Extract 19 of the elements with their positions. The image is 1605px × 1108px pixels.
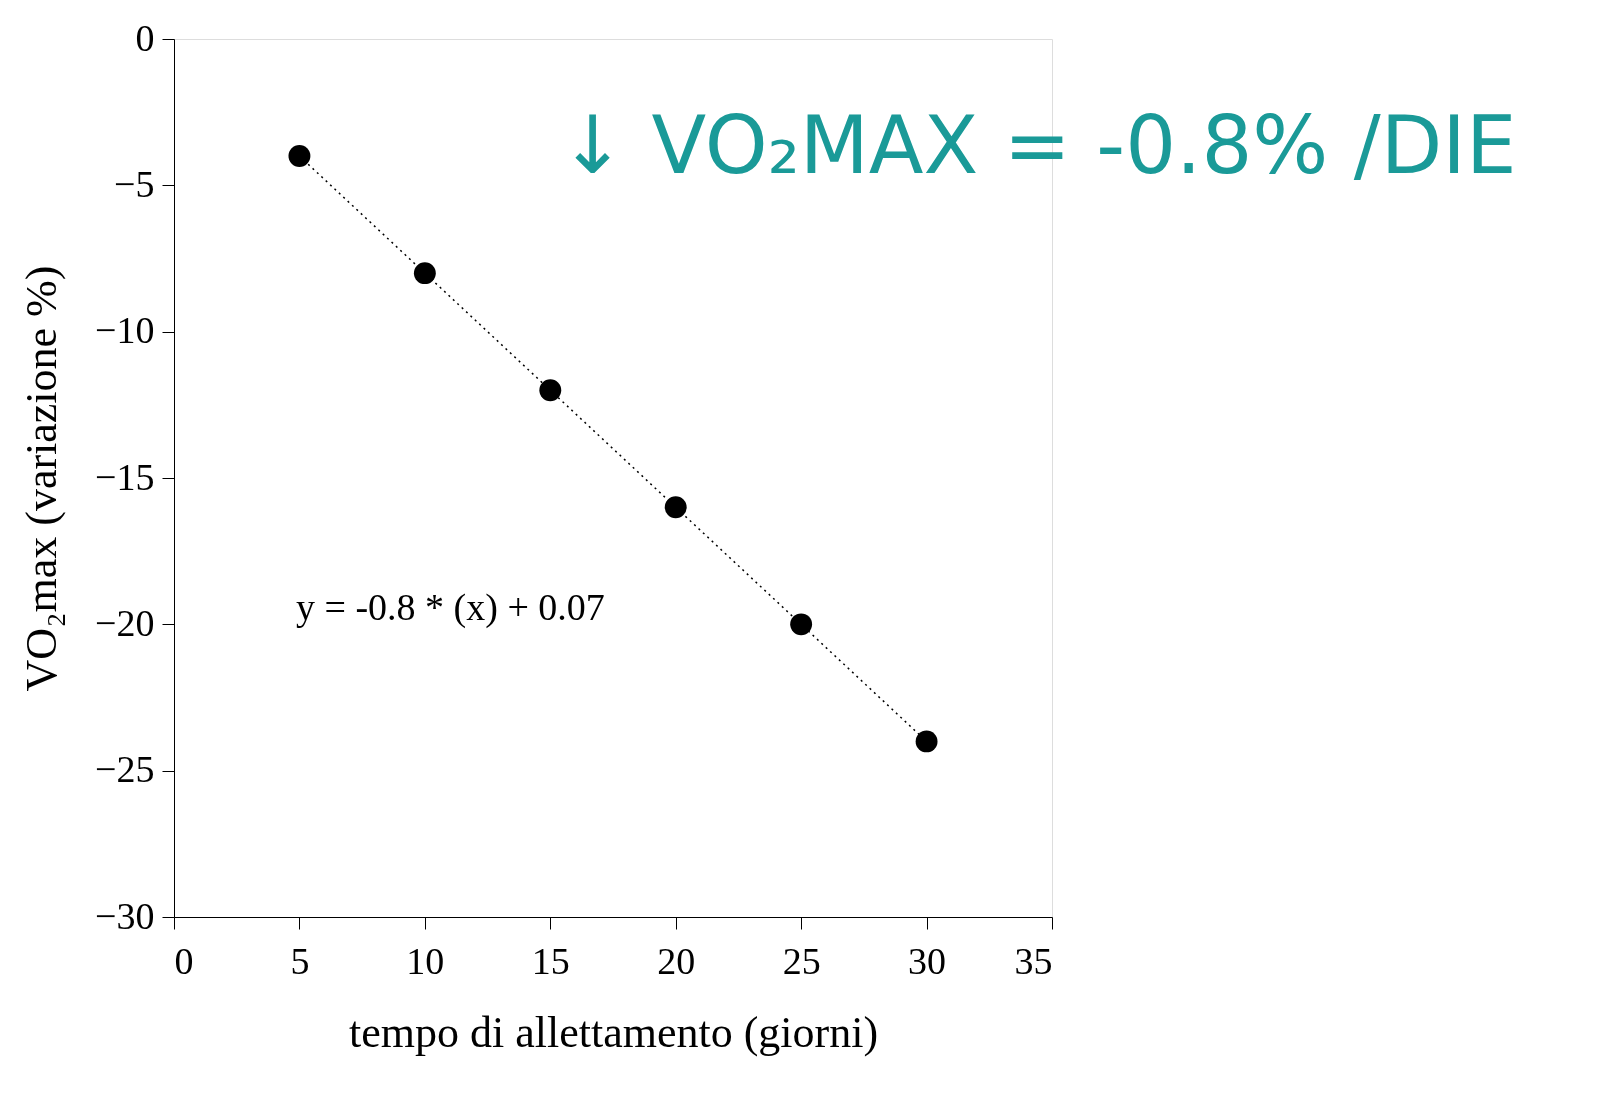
x-axis-title: tempo di allettamento (giorni) bbox=[348, 1007, 879, 1057]
x-tick-label: 30 bbox=[908, 939, 947, 982]
text: ↓ VO₂MAX = -0.8% /DIE bbox=[559, 99, 1517, 192]
x-tick-label: 15 bbox=[531, 939, 570, 982]
x-tick-label: 10 bbox=[406, 939, 445, 982]
x-tick-label: 20 bbox=[657, 939, 696, 982]
x-tick-label: 35 bbox=[1014, 939, 1053, 982]
y-axis-title: VO₂max (variazione %) bbox=[17, 265, 67, 692]
y-tick-label: −30 bbox=[95, 894, 155, 937]
y-tick-label: −5 bbox=[114, 162, 155, 205]
y-tick-label: 0 bbox=[135, 16, 155, 59]
y-tick-label: −20 bbox=[95, 601, 155, 644]
x-tick-label: 5 bbox=[290, 939, 310, 982]
y-tick-label: −25 bbox=[95, 748, 155, 791]
x-tick-label: 25 bbox=[782, 939, 821, 982]
x-tick-label: 0 bbox=[174, 939, 194, 982]
annotation: y = -0.8 * (x) + 0.07 bbox=[296, 586, 605, 629]
y-tick-label: −10 bbox=[95, 309, 155, 352]
y-tick-label: −15 bbox=[95, 455, 155, 498]
